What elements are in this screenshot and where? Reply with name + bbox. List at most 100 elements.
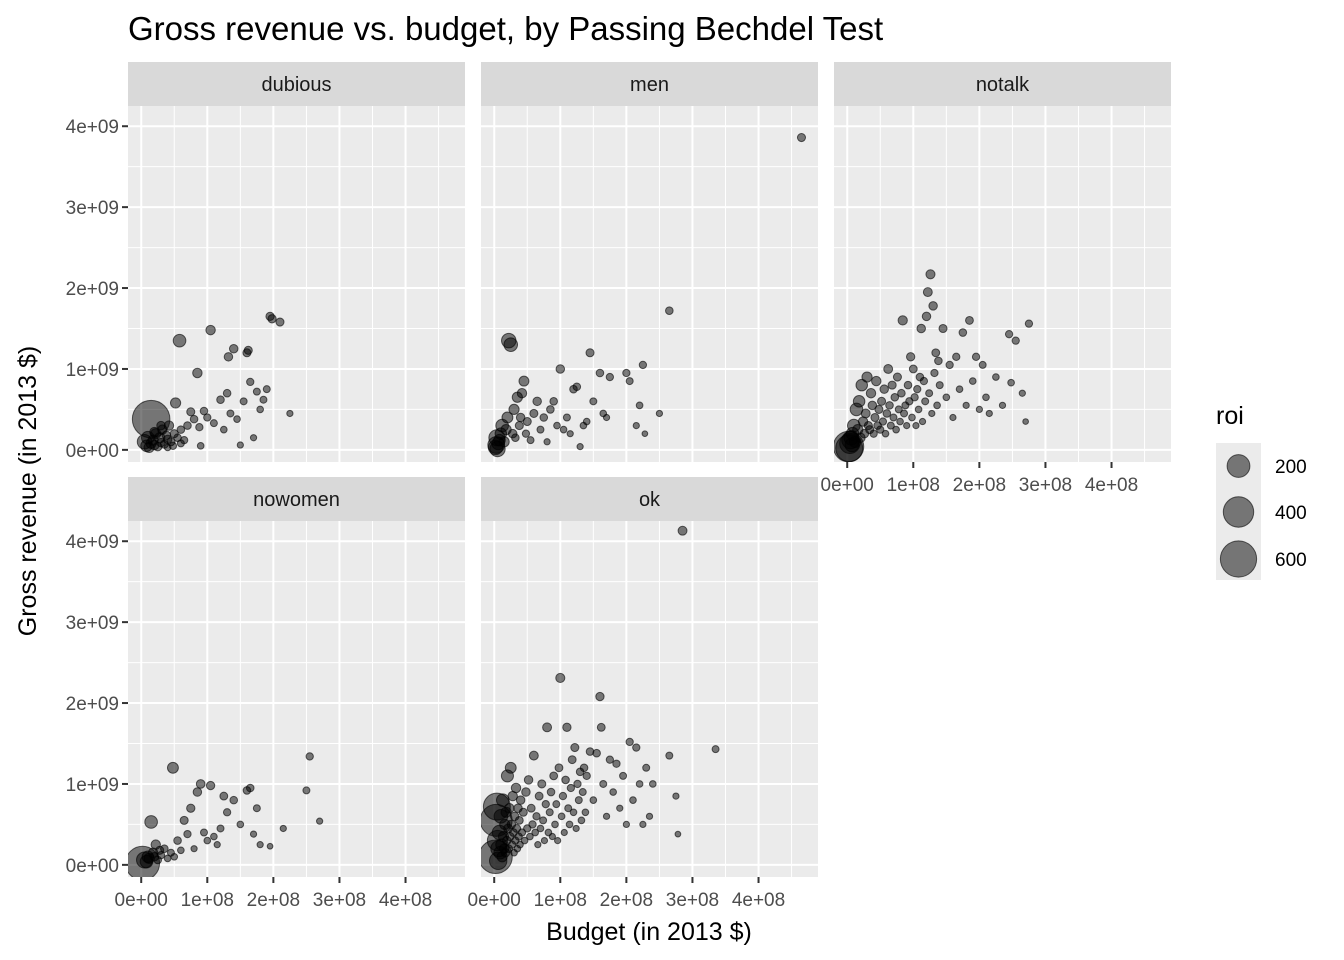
data-point <box>648 780 657 788</box>
y-tick-label: 4e+09 <box>66 117 119 138</box>
data-point <box>921 397 930 406</box>
data-point <box>532 396 542 407</box>
data-point <box>163 443 172 452</box>
data-point <box>581 808 590 817</box>
data-point <box>236 441 244 449</box>
facet-label-dubious: dubious <box>261 74 331 96</box>
data-point <box>518 807 528 817</box>
data-point <box>160 844 169 853</box>
data-point <box>542 722 553 733</box>
data-point <box>541 800 550 809</box>
data-point <box>677 525 688 536</box>
data-point <box>796 133 807 143</box>
data-point <box>521 429 531 438</box>
y-tick-label: 3e+09 <box>66 198 119 219</box>
data-point <box>561 775 570 785</box>
panel-background-nowomen <box>128 521 465 877</box>
data-point <box>928 409 936 418</box>
data-point <box>1007 378 1015 387</box>
data-point <box>275 317 285 327</box>
data-point <box>196 441 205 450</box>
data-point <box>605 372 615 382</box>
data-point <box>564 804 573 813</box>
y-tick-label: 3e+09 <box>66 613 119 634</box>
data-point <box>558 791 568 801</box>
data-point <box>934 356 943 366</box>
data-point <box>925 389 934 398</box>
data-point <box>885 401 894 410</box>
data-point <box>877 396 887 406</box>
data-point <box>205 324 216 336</box>
data-point <box>514 815 524 825</box>
data-point <box>213 841 221 849</box>
data-point <box>177 846 185 855</box>
facet-strip-notalk <box>834 62 1171 106</box>
points-men <box>487 133 807 458</box>
data-point <box>949 413 957 422</box>
data-point <box>865 388 877 399</box>
data-point <box>210 832 218 841</box>
legend: roi 200 400 600 <box>1216 402 1307 580</box>
data-point <box>892 425 900 434</box>
data-point <box>861 371 873 383</box>
data-point <box>579 763 589 773</box>
data-point <box>883 364 894 374</box>
data-point <box>279 824 287 833</box>
data-point <box>523 775 534 785</box>
data-point <box>879 384 889 394</box>
data-point <box>169 397 182 409</box>
data-point <box>526 832 534 841</box>
facet-strip-nowomen <box>128 477 465 521</box>
data-point <box>521 787 531 797</box>
facet-panels: dubious men notalk nowomen ok <box>128 62 1171 877</box>
data-point <box>144 815 158 829</box>
data-point <box>629 796 637 804</box>
data-point <box>592 748 601 758</box>
facet-label-nowomen: nowomen <box>253 489 340 511</box>
data-point <box>887 380 897 390</box>
data-point <box>573 779 582 789</box>
data-point <box>635 780 644 788</box>
data-point <box>528 820 537 829</box>
data-point <box>589 397 598 406</box>
data-point <box>602 812 611 820</box>
data-point <box>203 836 212 845</box>
data-point <box>910 393 919 402</box>
data-point <box>566 783 576 793</box>
legend-title: roi <box>1216 402 1244 430</box>
data-point <box>1011 336 1020 345</box>
data-point <box>641 430 649 438</box>
data-point <box>992 373 1000 381</box>
data-point <box>918 417 927 426</box>
data-point <box>672 792 680 800</box>
data-point <box>209 419 218 428</box>
data-point <box>985 409 993 418</box>
data-point <box>625 737 634 747</box>
data-point <box>919 376 929 386</box>
data-point <box>922 287 933 298</box>
x-tick-label: 3e+08 <box>666 890 719 911</box>
x-tick-label: 2e+08 <box>600 890 653 911</box>
data-point <box>286 409 294 418</box>
data-point <box>871 375 882 387</box>
facet-label-notalk: notalk <box>976 74 1030 96</box>
facet-dubious: dubious <box>128 62 465 462</box>
data-point <box>156 420 166 431</box>
data-point <box>223 352 234 362</box>
data-point <box>565 820 574 829</box>
data-point <box>632 421 640 430</box>
data-point <box>249 434 258 442</box>
data-point <box>226 409 235 418</box>
data-point <box>971 352 981 361</box>
facet-nowomen: nowomen <box>128 477 465 877</box>
data-point <box>510 782 522 794</box>
data-point <box>897 315 908 326</box>
data-point <box>908 364 918 374</box>
x-tick-label: 4e+08 <box>379 890 432 911</box>
data-point <box>903 380 913 390</box>
data-point <box>557 812 566 821</box>
data-point <box>913 385 922 394</box>
data-point <box>528 750 539 761</box>
data-point <box>928 301 938 311</box>
data-point <box>149 426 160 438</box>
